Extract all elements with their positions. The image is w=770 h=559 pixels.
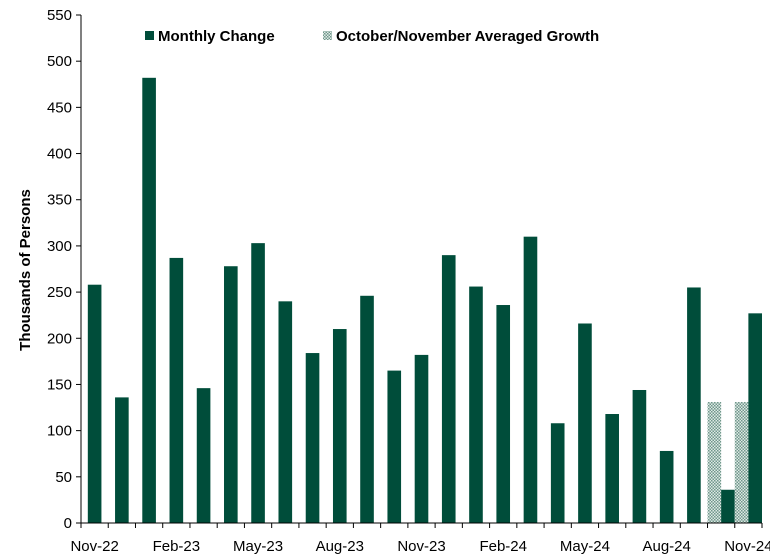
x-tick-labels: Nov-22 Feb-23 May-23 Aug-23 Nov-23 Feb-24 May-…: [70, 538, 770, 555]
bar-monthly-change-sep-23: [360, 295, 374, 523]
x-tick-label: Nov-23: [397, 538, 445, 555]
bar-monthly-change-dec-22: [115, 397, 129, 523]
legend-label-monthly-change: Monthly Change: [158, 28, 275, 45]
y-tick-label: 200: [47, 330, 72, 347]
x-tick-label: Aug-23: [316, 538, 364, 555]
bar-monthly-change-may-24: [578, 323, 592, 523]
bar-monthly-change-jan-23: [142, 77, 156, 523]
bar-monthly-change-aug-23: [332, 329, 347, 523]
y-tick-label: 450: [47, 99, 72, 116]
y-tick-label: 50: [55, 469, 72, 486]
legend: Monthly Change October/November Averaged…: [145, 28, 599, 45]
y-tick-label: 550: [47, 7, 72, 24]
bar-averaged-growth-oct-24: [707, 402, 722, 523]
legend-item-averaged-growth: October/November Averaged Growth: [323, 28, 599, 45]
bar-monthly-change-apr-23: [224, 266, 238, 523]
x-tick-label: May-23: [233, 538, 283, 555]
bar-monthly-change-nov-22: [87, 284, 102, 523]
bar-monthly-change-aug-24: [659, 450, 674, 523]
legend-label-averaged-growth: October/November Averaged Growth: [336, 28, 599, 45]
y-tick-label: 100: [47, 423, 72, 440]
bar-monthly-change-jan-24: [469, 286, 483, 523]
x-tick-label: Feb-23: [153, 538, 201, 555]
bar-monthly-change-feb-23: [169, 257, 184, 523]
bar-averaged-growth-nov-24: [734, 402, 749, 523]
bar-monthly-change-may-23: [251, 243, 265, 523]
x-tick-label: May-24: [560, 538, 610, 555]
bar-monthly-change-oct-24: [721, 489, 735, 523]
y-axis-title: Thousands of Persons: [17, 189, 34, 351]
y-tick-label: 500: [47, 53, 72, 70]
axes: [76, 14, 763, 528]
y-tick-label: 400: [47, 146, 72, 163]
bar-monthly-change-dec-23: [441, 255, 456, 524]
x-tick-label: Nov-22: [70, 538, 118, 555]
bar-monthly-change-jun-23: [278, 301, 293, 523]
y-tick-label: 150: [47, 376, 72, 393]
y-tick-labels: 0 50 100 150 200 250 300 350 400 450 500 550: [47, 7, 72, 532]
y-tick-label: 350: [47, 192, 72, 209]
bar-monthly-change-oct-23: [387, 370, 402, 523]
bar-monthly-change-jul-24: [632, 389, 647, 523]
bar-monthly-change-apr-24: [550, 423, 565, 523]
bar-monthly-change-nov-23: [414, 354, 429, 523]
bar-monthly-change-jul-23: [305, 353, 320, 523]
legend-swatch-monthly-change: [145, 31, 154, 40]
bar-monthly-change-jun-24: [605, 414, 619, 523]
y-tick-label: 250: [47, 284, 72, 301]
y-tick-label: 300: [47, 238, 72, 255]
legend-item-monthly-change: Monthly Change: [145, 28, 275, 45]
bar-monthly-change-nov-24: [748, 313, 762, 523]
bar-monthly-change-feb-24: [496, 305, 511, 523]
bar-monthly-change-mar-24: [523, 236, 538, 523]
y-tick-label: 0: [64, 515, 72, 532]
x-tick-label: Nov-24: [724, 538, 770, 555]
legend-swatch-averaged-growth: [323, 31, 332, 40]
bar-monthly-change-mar-23: [196, 388, 211, 523]
x-tick-label: Feb-24: [479, 538, 527, 555]
bars: [87, 77, 762, 524]
bar-monthly-change-sep-24: [687, 287, 701, 523]
x-tick-label: Aug-24: [642, 538, 690, 555]
